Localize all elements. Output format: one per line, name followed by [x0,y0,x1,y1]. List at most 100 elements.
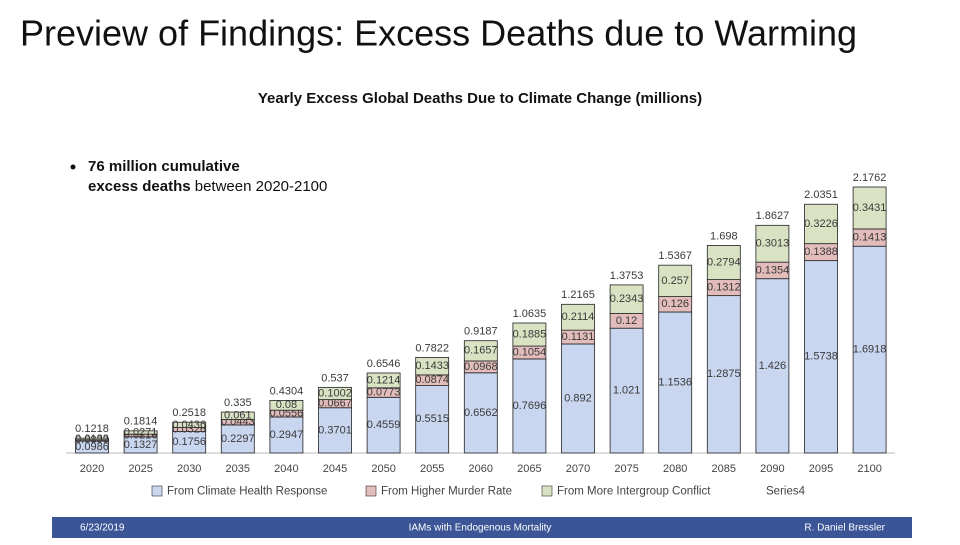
bullet-bold: 76 million cumulative [88,158,240,175]
data-label: 0.0133 [75,433,109,445]
data-label: 0.08 [276,399,297,411]
bar-segment [561,303,595,331]
legend-label: From Climate Health Response [167,486,327,498]
data-label: 0.1327 [124,439,158,451]
bar-segment [804,203,838,245]
bar-segment [609,284,644,314]
x-tick-label: 2100 [857,463,881,475]
data-label: 0.0968 [464,361,498,373]
data-label: 1.021 [613,385,641,397]
bar-segment [318,407,352,454]
total-label: 0.9187 [464,326,498,338]
bar-segment [463,372,498,454]
bar-segment [75,437,109,441]
total-label: 0.537 [321,372,349,384]
bar-segment [609,327,644,454]
footer-author: R. Daniel Bressler [804,523,885,534]
x-tick-label: 2070 [566,463,590,475]
data-label: 1.2875 [707,368,741,380]
total-label: 0.7822 [415,342,449,354]
total-label: 1.5367 [658,250,692,262]
x-tick-label: 2075 [614,463,638,475]
x-tick-label: 2095 [809,463,833,475]
bullet-dot [70,164,76,170]
data-label: 0.2343 [610,293,644,305]
data-label: 0.2794 [707,256,741,268]
data-label: 0.4559 [367,419,401,431]
legend-swatch [541,485,553,497]
bar-segment [220,411,255,420]
data-label: 0.1657 [464,345,498,357]
bar-segment [804,260,838,454]
x-tick-label: 2055 [420,463,444,475]
total-label: 0.6546 [367,358,401,370]
total-label: 1.698 [710,230,738,242]
legend-label: From Higher Murder Rate [381,486,512,498]
total-label: 1.3753 [610,270,644,282]
x-tick-label: 2025 [128,463,152,475]
bar-segment [755,278,790,454]
bar-segment [706,295,741,454]
data-label: 0.061 [224,410,252,422]
data-label: 0.1214 [367,374,401,386]
data-label: 0.2297 [221,433,255,445]
x-tick-label: 2050 [371,463,395,475]
footer-date: 6/23/2019 [80,523,125,534]
bar-segment [318,386,352,401]
data-label: 1.1536 [658,376,692,388]
data-label: 0.12 [616,315,637,327]
data-label: 0.0271 [124,426,158,438]
data-label: 0.126 [661,298,689,310]
bar-segment [512,322,547,347]
chart-title: Yearly Excess Global Deaths Due to Clima… [258,90,702,107]
data-label: 0.1054 [513,346,547,358]
data-label: 0.0436 [172,419,206,431]
x-tick-label: 2020 [80,463,104,475]
bar-segment [561,343,595,454]
data-label: 0.3226 [804,218,838,230]
slide-title: Preview of Findings: Excess Deaths due t… [20,13,857,54]
data-label: 0.3701 [318,424,352,436]
data-label: 0.2114 [562,311,595,323]
total-label: 1.8627 [756,210,790,222]
data-label: 0.1413 [853,231,887,243]
total-label: 1.2165 [561,289,595,301]
x-tick-label: 2080 [663,463,687,475]
bullet-text: excess deaths between 2020-2100 [88,178,327,195]
data-label: 0.5515 [415,413,449,425]
total-label: 1.0635 [513,308,547,320]
bar-segment [269,400,304,411]
bar-segment [755,224,790,263]
bar-segment [658,311,693,454]
legend-swatch [151,485,163,497]
x-tick-label: 2060 [469,463,493,475]
data-label: 0.1002 [318,387,352,399]
data-label: 0.0874 [415,374,449,386]
footer-bar [52,517,912,538]
data-label: 0.0099 [75,434,109,446]
data-label: 0.3431 [853,202,887,214]
footer-title: IAMs with Endogenous Mortality [409,523,552,534]
bar-segment [220,424,255,454]
x-tick-label: 2040 [274,463,298,475]
legend-swatch [365,485,377,497]
data-label: 0.1388 [804,246,838,258]
legend-label: Series4 [766,486,806,498]
data-label: 0.1131 [562,331,595,343]
total-label: 2.0351 [804,189,838,201]
bar-segment [172,421,207,428]
data-label: 0.892 [564,392,592,404]
total-label: 0.335 [224,397,252,409]
bar-segment [706,245,741,280]
x-tick-label: 2035 [226,463,250,475]
data-label: 0.0773 [367,386,401,398]
bar-segment [658,264,693,297]
total-label: 0.4304 [270,385,304,397]
data-label: 0.257 [661,275,689,287]
data-label: 0.0986 [75,441,109,453]
bar-segment [123,430,158,435]
bar-segment [463,340,498,362]
bar-segment [415,385,450,454]
bar-segment [852,245,887,454]
